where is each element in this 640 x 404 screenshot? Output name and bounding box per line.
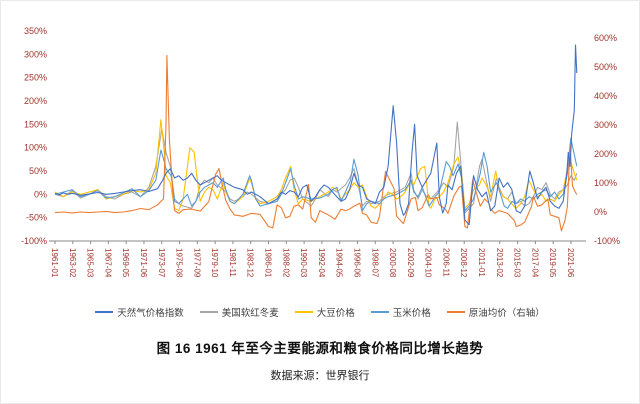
x-axis-tick-label: 1965-03 [86,248,95,278]
figure-title: 图 16 1961 年至今主要能源和粮食价格同比增长趋势 [156,341,484,356]
x-axis-tick-label: 2011-01 [477,248,486,277]
left-axis-tick-label: -100% [21,236,47,246]
x-axis-tick-label: 1998-07 [370,248,379,278]
right-axis-tick-label: -100% [594,236,620,246]
legend-line-icon [95,311,114,313]
legend-label: 天然气价格指数 [117,308,184,319]
x-axis-tick-label: 1994-05 [335,248,344,278]
line-chart-canvas: 350% 300% 250% 200% 150% 100% 50% 0% -50% -100% 60… [21,26,620,278]
right-axis-tick-label: 400% [594,91,617,101]
series-line-corn [54,137,578,212]
x-axis-tick-label: 2006-11 [441,248,450,277]
x-axis-tick-label: 1967-04 [103,248,112,278]
series-line-soybean [54,119,578,212]
legend-label: 大豆价格 [316,308,355,319]
left-axis-tick-label: 200% [24,96,47,106]
left-axis-tick-label: 0% [34,189,47,199]
x-axis-tick-label: 1981-11 [228,248,237,277]
x-axis-tick-label: 1977-09 [192,248,201,278]
x-axis-tick-label: 1990-03 [299,248,308,278]
left-axis-tick-label: 250% [24,73,47,83]
right-axis-tick-label: 300% [594,120,617,130]
figure-source: 数据来源：世界银行 [270,370,370,382]
x-axis-tick-label: 2002-09 [406,248,415,278]
legend-item-soybean: 大豆价格 [294,305,355,319]
x-axis-tick-label: 1979-10 [210,248,219,278]
legend-item-corn: 玉米价格 [370,305,431,319]
x-axis-tick-label: 1963-02 [68,248,77,278]
right-axis-tick-label: 500% [594,62,617,72]
legend-label: 玉米价格 [392,308,431,319]
x-axis-tick-label: 1973-07 [157,248,166,278]
legend-line-icon [446,311,465,313]
left-axis-tick-label: -50% [26,213,47,223]
series-line-crude-oil [54,54,578,232]
x-axis-tick-label: 1992-04 [317,248,326,278]
right-axis-tick-label: 100% [594,178,617,188]
left-axis-tick-label: 150% [24,119,47,129]
chart: 350% 300% 250% 200% 150% 100% 50% 0% -50% -100% 60… [1,1,639,319]
legend-item-crude-oil: 原油均价（右轴） [446,305,545,319]
x-axis-tick-label: 2019-05 [548,248,557,278]
x-axis-tick-label: 1975-08 [175,248,184,278]
legend-label: 美国软红冬麦 [221,308,279,319]
x-axis-tick-label: 1983-12 [246,248,255,278]
x-axis-tick-label: 2017-04 [530,248,539,278]
x-axis-tick-label: 2021-06 [566,248,575,278]
x-axis-tick-label: 1971-06 [139,248,148,278]
right-axis-tick-label: 0% [594,207,607,217]
right-axis-tick-label: 600% [594,33,617,43]
legend-line-icon [294,311,313,313]
legend-label: 原油均价（右轴） [468,308,545,319]
x-axis-tick-label: 2008-12 [459,248,468,278]
x-axis-tick-label: 2004-10 [424,248,433,278]
legend-item-us-soft-red-winter-wheat: 美国软红冬麦 [199,305,279,319]
x-axis-tick-label: 1961-01 [50,248,59,278]
left-axis-tick-label: 300% [24,49,47,59]
x-axis-tick-label: 1969-05 [121,248,130,278]
left-axis-tick-label: 100% [24,143,47,153]
x-axis-tick-label: 1986-01 [264,248,273,278]
x-axis-tick-label: 2000-08 [388,248,397,278]
x-axis-tick-label: 2015-03 [513,248,522,278]
legend-line-icon [199,311,218,313]
x-axis-tick-label: 2013-02 [495,248,504,278]
legend-item-natural-gas: 天然气价格指数 [95,305,184,319]
x-axis-tick-label: 1996-06 [352,248,361,278]
legend-line-icon [370,311,389,313]
series-line-natural-gas [54,44,578,226]
left-axis-tick-label: 50% [29,166,47,176]
left-axis-tick-label: 350% [24,26,47,36]
right-axis-tick-label: 200% [594,149,617,159]
chart-legend: 天然气价格指数 美国软红冬麦 大豆价格 玉米价格 原油均价（右轴） [1,305,639,319]
x-axis-tick-label: 1988-02 [281,248,290,278]
